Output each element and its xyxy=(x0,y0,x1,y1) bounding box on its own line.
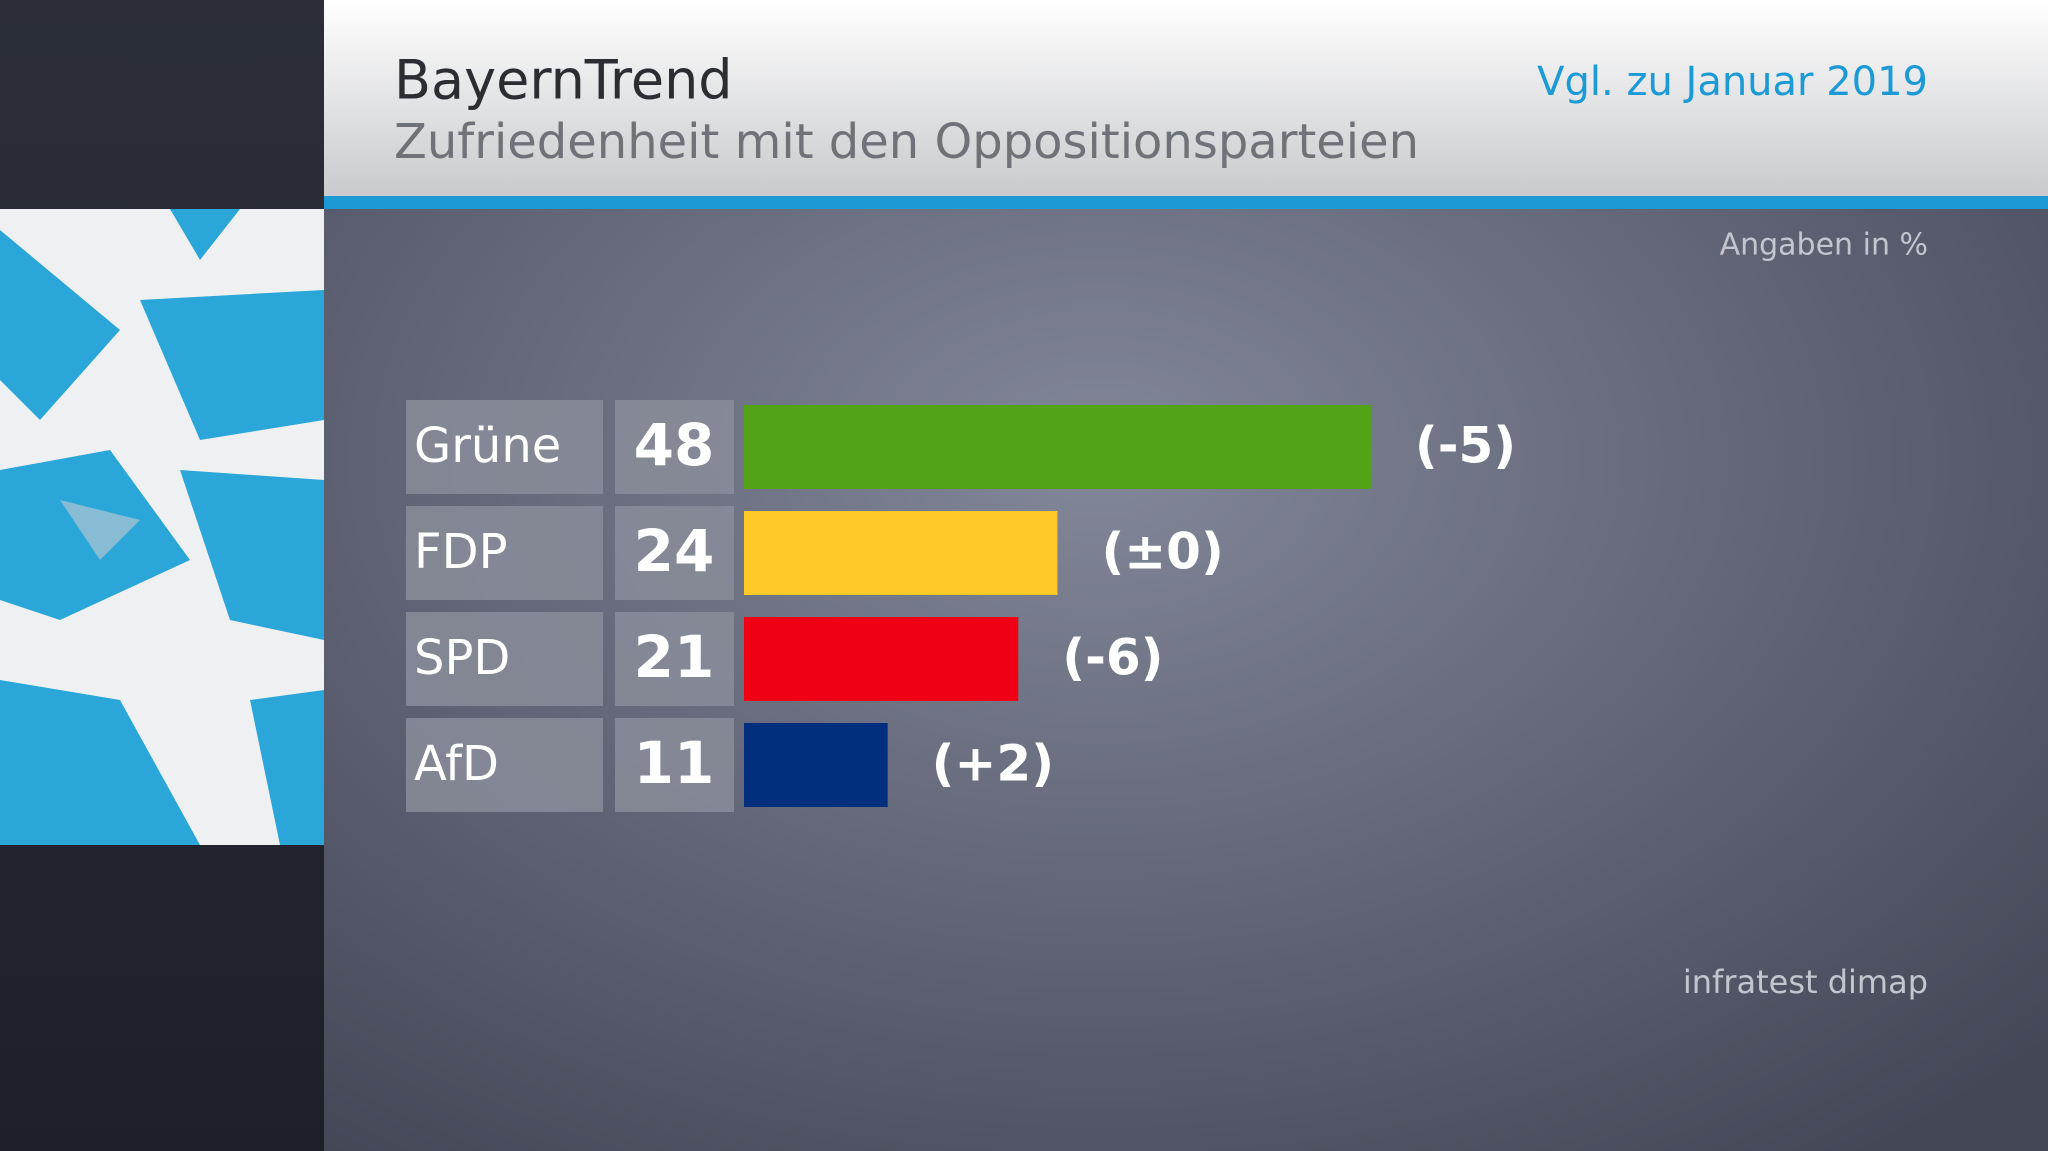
label-box xyxy=(406,400,603,494)
bar xyxy=(744,723,888,807)
label-box xyxy=(406,718,603,812)
category-label: AfD xyxy=(414,736,499,792)
value-label: 24 xyxy=(634,517,715,585)
change-label: (-6) xyxy=(1062,629,1163,687)
subtitle: Zufriedenheit mit den Oppositionsparteie… xyxy=(394,114,1419,170)
comparison-note: Vgl. zu Januar 2019 xyxy=(1537,59,1928,105)
unit-note: Angaben in % xyxy=(1720,228,1928,263)
change-label: (±0) xyxy=(1101,523,1223,581)
category-label: SPD xyxy=(414,630,510,686)
category-label: Grüne xyxy=(414,418,561,474)
source: infratest dimap xyxy=(1683,963,1928,1001)
bar xyxy=(744,617,1019,701)
bar xyxy=(744,405,1371,489)
change-label: (+2) xyxy=(932,735,1054,793)
value-box xyxy=(615,400,734,494)
value-label: 21 xyxy=(634,623,715,691)
category-label: FDP xyxy=(414,524,508,580)
change-label: (-5) xyxy=(1415,417,1516,475)
value-label: 11 xyxy=(634,729,715,797)
bar xyxy=(744,511,1058,595)
value-label: 48 xyxy=(634,411,715,479)
header-bar xyxy=(324,0,2048,196)
value-box xyxy=(615,506,734,600)
bar-rows: Grüne 48 (-5) FDP 24 (±0) SPD 21 (-6) AfD 11 (+2) xyxy=(406,400,1516,812)
bavarian-flag xyxy=(0,209,324,845)
label-box xyxy=(406,612,603,706)
value-box xyxy=(615,718,734,812)
value-box xyxy=(615,612,734,706)
label-box xyxy=(406,506,603,600)
header-rule xyxy=(324,196,2048,209)
title: BayernTrend xyxy=(394,49,733,112)
